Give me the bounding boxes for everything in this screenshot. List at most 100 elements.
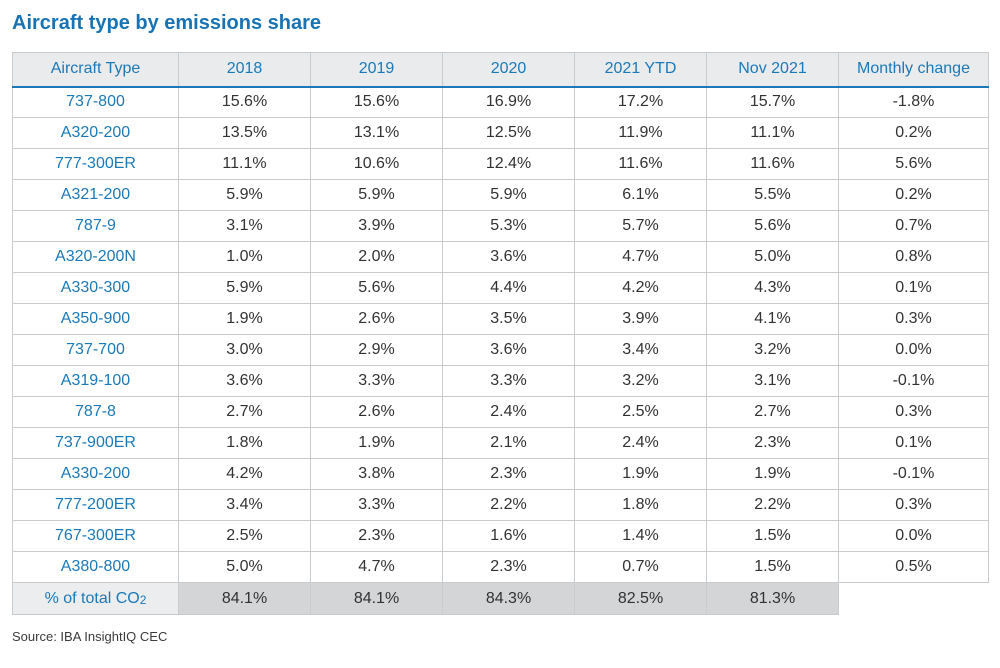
value-cell: 12.4% (442, 148, 575, 180)
value-cell: 2.4% (574, 427, 707, 459)
value-cell: 1.6% (442, 520, 575, 552)
value-cell: 3.6% (442, 241, 575, 273)
value-cell: 0.0% (838, 334, 989, 366)
aircraft-type-cell: A321-200 (12, 179, 179, 211)
value-cell: 0.3% (838, 396, 989, 428)
value-cell: 10.6% (310, 148, 443, 180)
value-cell: 17.2% (574, 86, 707, 118)
value-cell: 3.0% (178, 334, 311, 366)
table-row: A320-200 13.5% 13.1% 12.5% 11.9% 11.1% 0.2% (12, 117, 989, 149)
table-row: 787-9 3.1% 3.9% 5.3% 5.7% 5.6% 0.7% (12, 210, 989, 242)
value-cell: 11.6% (706, 148, 839, 180)
value-cell: 5.9% (310, 179, 443, 211)
value-cell: 3.1% (178, 210, 311, 242)
table-row: A321-200 5.9% 5.9% 5.9% 6.1% 5.5% 0.2% (12, 179, 989, 211)
table-row: 777-200ER 3.4% 3.3% 2.2% 1.8% 2.2% 0.3% (12, 489, 989, 521)
aircraft-type-cell: 777-300ER (12, 148, 179, 180)
value-cell: 2.2% (706, 489, 839, 521)
table-body: 737-800 15.6% 15.6% 16.9% 17.2% 15.7% -1.8% A32… (12, 86, 989, 583)
value-cell: 5.7% (574, 210, 707, 242)
value-cell: -0.1% (838, 365, 989, 397)
value-cell: 2.6% (310, 303, 443, 335)
aircraft-type-cell: 767-300ER (12, 520, 179, 552)
value-cell: 15.6% (178, 86, 311, 118)
value-cell: 1.8% (574, 489, 707, 521)
emissions-report-page: Aircraft type by emissions share Aircraf… (12, 12, 989, 644)
value-cell: 0.3% (838, 303, 989, 335)
table-row: A330-200 4.2% 3.8% 2.3% 1.9% 1.9% -0.1% (12, 458, 989, 490)
value-cell: 2.3% (310, 520, 443, 552)
table-row: 737-800 15.6% 15.6% 16.9% 17.2% 15.7% -1.8% (12, 86, 989, 118)
value-cell: 3.2% (574, 365, 707, 397)
value-cell: 0.1% (838, 272, 989, 304)
value-cell: 5.9% (442, 179, 575, 211)
value-cell: 5.6% (706, 210, 839, 242)
table-row: 787-8 2.7% 2.6% 2.4% 2.5% 2.7% 0.3% (12, 396, 989, 428)
value-cell: 11.1% (178, 148, 311, 180)
value-cell: 3.9% (310, 210, 443, 242)
table-header: Aircraft Type 2018 2019 2020 2021 YTD No… (12, 52, 989, 88)
value-cell: 3.1% (706, 365, 839, 397)
value-cell: 2.2% (442, 489, 575, 521)
value-cell: 13.5% (178, 117, 311, 149)
table-row: 767-300ER 2.5% 2.3% 1.6% 1.4% 1.5% 0.0% (12, 520, 989, 552)
value-cell: 2.3% (706, 427, 839, 459)
table-row: A380-800 5.0% 4.7% 2.3% 0.7% 1.5% 0.5% (12, 551, 989, 583)
aircraft-type-cell: 737-900ER (12, 427, 179, 459)
value-cell: 4.4% (442, 272, 575, 304)
value-cell: 12.5% (442, 117, 575, 149)
value-cell: 2.7% (706, 396, 839, 428)
value-cell: 0.3% (838, 489, 989, 521)
value-cell: 1.5% (706, 520, 839, 552)
table-row: A319-100 3.6% 3.3% 3.3% 3.2% 3.1% -0.1% (12, 365, 989, 397)
value-cell: 11.9% (574, 117, 707, 149)
aircraft-type-cell: A350-900 (12, 303, 179, 335)
value-cell: 2.5% (574, 396, 707, 428)
value-cell: 1.9% (574, 458, 707, 490)
footer-total-cell: 81.3% (706, 582, 839, 615)
value-cell: 1.9% (706, 458, 839, 490)
value-cell: 5.9% (178, 179, 311, 211)
value-cell: 4.7% (574, 241, 707, 273)
column-header-monthly-change: Monthly change (838, 52, 989, 88)
value-cell: 15.7% (706, 86, 839, 118)
aircraft-type-cell: A330-200 (12, 458, 179, 490)
value-cell: 4.2% (574, 272, 707, 304)
value-cell: 0.1% (838, 427, 989, 459)
value-cell: 0.2% (838, 117, 989, 149)
aircraft-type-cell: A320-200N (12, 241, 179, 273)
value-cell: 3.2% (706, 334, 839, 366)
value-cell: 5.6% (310, 272, 443, 304)
value-cell: 6.1% (574, 179, 707, 211)
value-cell: 1.0% (178, 241, 311, 273)
column-header-2019: 2019 (310, 52, 443, 88)
value-cell: 3.6% (442, 334, 575, 366)
value-cell: 2.1% (442, 427, 575, 459)
value-cell: 11.6% (574, 148, 707, 180)
value-cell: 5.0% (178, 551, 311, 583)
value-cell: 2.6% (310, 396, 443, 428)
value-cell: 0.5% (838, 551, 989, 583)
header-row: Aircraft Type 2018 2019 2020 2021 YTD No… (12, 52, 989, 88)
value-cell: 0.7% (574, 551, 707, 583)
table-row: A330-300 5.9% 5.6% 4.4% 4.2% 4.3% 0.1% (12, 272, 989, 304)
value-cell: -1.8% (838, 86, 989, 118)
value-cell: 2.3% (442, 458, 575, 490)
value-cell: 1.9% (178, 303, 311, 335)
column-header-2021-ytd: 2021 YTD (574, 52, 707, 88)
page-title: Aircraft type by emissions share (12, 12, 322, 34)
aircraft-type-cell: 787-9 (12, 210, 179, 242)
value-cell: 4.7% (310, 551, 443, 583)
footer-row: % of total CO2 84.1% 84.1% 84.3% 82.5% 8… (12, 582, 989, 615)
footer-label-subscript: 2 (139, 592, 147, 607)
value-cell: 1.9% (310, 427, 443, 459)
value-cell: 5.5% (706, 179, 839, 211)
column-header-2020: 2020 (442, 52, 575, 88)
emissions-table: Aircraft Type 2018 2019 2020 2021 YTD No… (12, 52, 989, 615)
value-cell: 0.8% (838, 241, 989, 273)
value-cell: 3.4% (574, 334, 707, 366)
footer-label-text: % of total CO (44, 589, 140, 607)
aircraft-type-cell: 777-200ER (12, 489, 179, 521)
value-cell: 4.3% (706, 272, 839, 304)
table-row: 737-900ER 1.8% 1.9% 2.1% 2.4% 2.3% 0.1% (12, 427, 989, 459)
